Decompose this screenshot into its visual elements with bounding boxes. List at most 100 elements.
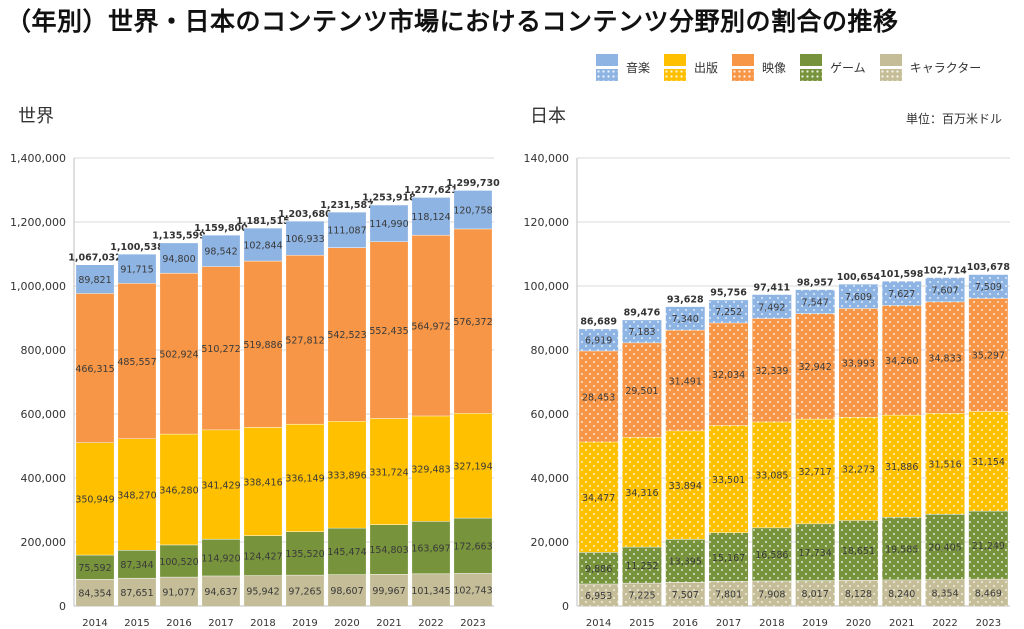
value-label: 111,087 (327, 226, 366, 237)
total-label: 93,628 (667, 294, 704, 305)
total-label: 1,253,918 (362, 193, 416, 204)
bar-segment (370, 418, 408, 525)
x-tick-label: 2020 (846, 618, 871, 629)
page-title: （年別）世界・日本のコンテンツ市場におけるコンテンツ分野別の割合の推移 (6, 7, 899, 36)
value-label: 7,183 (628, 327, 655, 338)
bar-segment (118, 577, 156, 606)
value-label: 6,953 (585, 591, 612, 602)
bar-segment (454, 190, 492, 229)
value-label: 8,017 (802, 589, 829, 600)
bar-segment-pattern (579, 583, 619, 606)
value-label: 145,474 (327, 547, 366, 558)
value-label: 346,280 (159, 485, 198, 496)
value-label: 7,252 (715, 307, 742, 318)
value-label: 100,520 (159, 557, 198, 568)
bar-segment (454, 413, 492, 518)
value-label: 31,154 (972, 457, 1005, 468)
value-label: 124,427 (243, 551, 282, 562)
world-chart: 0 200,000 400,000 600,000 800,000 1,000,000 1,… (10, 152, 500, 629)
total-label: 1,159,800 (194, 223, 248, 234)
bar-segment (76, 554, 114, 580)
value-label: 7,340 (672, 314, 699, 325)
bar-segment-pattern (968, 274, 1008, 299)
bar-segment (328, 211, 366, 248)
value-label: 32,717 (799, 467, 832, 478)
y-tick-label: 60,000 (531, 408, 570, 421)
x-tick-label: 2021 (376, 618, 401, 629)
total-label: 1,067,032 (68, 253, 122, 264)
value-label: 510,272 (201, 344, 240, 355)
bar-segment-pattern (925, 301, 965, 414)
bar-segment-pattern (838, 520, 878, 580)
bar-segment (244, 227, 282, 261)
bar-segment-pattern (752, 421, 792, 528)
value-label: 7,607 (931, 285, 958, 296)
total-label: 97,411 (754, 282, 791, 293)
bar-segment-pattern (882, 305, 922, 415)
bar-segment (454, 573, 492, 606)
bar-segment-pattern (882, 579, 922, 606)
bar-segment (160, 576, 198, 606)
bar-segment-pattern (838, 283, 878, 309)
value-label: 35,297 (972, 351, 1005, 362)
total-label: 1,203,680 (278, 209, 332, 220)
y-tick-label: 400,000 (21, 472, 67, 485)
bar-segment-pattern (795, 313, 835, 419)
value-label: 32,942 (799, 362, 832, 373)
bar-segment-pattern (925, 413, 965, 514)
x-tick-label: 2014 (82, 618, 107, 629)
value-label: 7,492 (758, 302, 785, 313)
y-tick-label: 0 (59, 600, 66, 613)
value-label: 102,743 (453, 586, 492, 597)
bar-segment-pattern (622, 582, 662, 606)
value-label: 33,993 (842, 359, 875, 370)
value-label: 7,801 (715, 590, 742, 601)
value-label: 95,942 (246, 587, 279, 598)
bar-segment (370, 524, 408, 575)
unit-label: 単位：百万米ドル (906, 112, 1003, 126)
bar-segment-pattern (622, 437, 662, 547)
value-label: 11,252 (625, 561, 658, 572)
value-label: 32,339 (755, 366, 788, 377)
bar-segment-pattern (709, 581, 749, 606)
value-label: 101,345 (411, 586, 450, 597)
bar-segment (286, 220, 324, 256)
y-tick-label: 0 (562, 600, 569, 613)
bar-segment (286, 531, 324, 575)
bar-segment (370, 574, 408, 606)
bar-segment (412, 234, 450, 416)
bar-segment (412, 415, 450, 522)
value-label: 33,085 (755, 471, 788, 482)
x-tick-label: 2023 (976, 618, 1001, 629)
x-tick-label: 2015 (629, 618, 654, 629)
value-label: 16,586 (755, 550, 788, 561)
bar-segment-pattern (838, 308, 878, 418)
legend-label: キャラクター (909, 61, 982, 75)
bar-segment-pattern (622, 342, 662, 438)
x-tick-label: 2021 (889, 618, 914, 629)
y-tick-label: 1,400,000 (10, 152, 66, 165)
total-label: 95,756 (710, 288, 747, 299)
value-label: 34,477 (582, 493, 615, 504)
y-tick-label: 140,000 (524, 152, 570, 165)
bar-segment-pattern (665, 306, 705, 330)
bar-segment-pattern (665, 581, 705, 606)
value-label: 32,034 (712, 370, 745, 381)
world-subtitle: 世界 (18, 106, 54, 127)
bar-segment (202, 266, 240, 430)
bar-segment-pattern (579, 350, 619, 442)
value-label: 114,920 (201, 553, 240, 564)
total-label: 1,231,587 (320, 200, 374, 211)
value-label: 114,990 (369, 219, 408, 230)
x-tick-label: 2018 (759, 618, 784, 629)
bar-segment (76, 579, 114, 606)
value-label: 106,933 (285, 234, 324, 245)
bar-segment (118, 438, 156, 551)
bar-segment-pattern (795, 523, 835, 581)
bar-segment (370, 241, 408, 419)
value-label: 91,077 (162, 587, 195, 598)
bar-segment-pattern (752, 294, 792, 319)
bar-segment (244, 535, 282, 576)
value-label: 87,344 (120, 560, 153, 571)
value-label: 18,651 (842, 546, 875, 557)
